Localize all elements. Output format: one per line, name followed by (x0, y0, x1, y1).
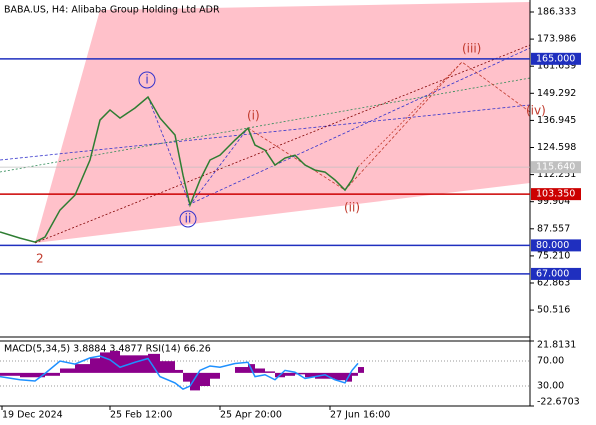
y-tick-label: 161.639 (537, 61, 576, 72)
channel-shade (35, 2, 530, 243)
y-tick-label: 99.904 (537, 196, 570, 207)
wave-projection (247, 61, 530, 191)
wave-circle (138, 71, 156, 89)
macd-bar (45, 372, 60, 376)
y-tick-label: 112.251 (537, 169, 576, 180)
macd-bar (285, 372, 295, 376)
level-box (531, 267, 581, 280)
y-tick-label: 62.863 (537, 277, 570, 288)
trend-line (0, 77, 530, 173)
y-tick-label: 87.557 (537, 223, 570, 234)
rsi-tick-label: 70.00 (537, 356, 564, 367)
trend-line (0, 104, 530, 161)
rsi-tick-label: 30.00 (537, 381, 564, 392)
chart-title: BABA.US, H4: Alibaba Group Holding Ltd A… (4, 5, 220, 16)
y-tick-label: 149.292 (537, 88, 576, 99)
level-label: 67.000 (536, 268, 569, 279)
macd-bar (335, 372, 345, 381)
y-tick-label: 186.333 (537, 6, 576, 17)
macd-bar (352, 372, 358, 376)
drawings (0, 2, 530, 244)
price-box (531, 161, 581, 174)
macd-bar (265, 371, 275, 373)
macd-bar (295, 372, 305, 375)
macd-bar (0, 372, 20, 376)
macd-bar (135, 355, 148, 373)
macd-bar (255, 368, 265, 373)
macd-tick-label: 21.8131 (537, 340, 576, 351)
macd-bar (148, 353, 160, 373)
wave-label: (i) (247, 109, 260, 123)
trend-line (187, 47, 530, 206)
macd-bar (358, 367, 364, 373)
macd-bar (210, 372, 220, 379)
level-box (531, 239, 581, 252)
x-tick-label: 19 Dec 2024 (2, 410, 63, 421)
macd-bar (235, 367, 248, 373)
x-tick-label: 27 Jun 16:00 (330, 410, 390, 421)
macd-bar (160, 361, 175, 373)
wave-label: ii (185, 212, 192, 226)
macd-bar (20, 372, 35, 378)
macd-bar (190, 372, 200, 391)
macd-bar (90, 358, 100, 373)
macd-bar (175, 369, 183, 373)
y-tick-label: 50.516 (537, 305, 570, 316)
level-box (531, 188, 581, 201)
y-tick-label: 136.945 (537, 115, 576, 126)
macd-bar (183, 372, 190, 382)
macd-bar (35, 372, 45, 378)
x-tick-label: 25 Feb 12:00 (110, 410, 172, 421)
price-label: 115.640 (536, 162, 575, 173)
rsi-line (0, 355, 359, 390)
wave-projection (357, 61, 463, 168)
wave-label: (iv) (526, 104, 546, 118)
macd-bar (100, 352, 110, 373)
y-tick-label: 173.986 (537, 34, 576, 45)
wave-label: 2 (36, 252, 44, 266)
indicator-label: MACD(5,34,5) 3.8884 3.4877 RSI(14) 66.26 (4, 344, 211, 355)
y-tick-label: 75.210 (537, 250, 570, 261)
wave-label: i (145, 73, 148, 87)
macd-bar (75, 364, 90, 373)
level-label: 80.000 (536, 240, 569, 251)
wave-label: (iii) (462, 42, 481, 56)
macd-bar (110, 350, 120, 373)
level-box (531, 52, 581, 65)
price-line-series (0, 95, 359, 243)
level-label: 103.350 (536, 189, 575, 200)
wave-label: (ii) (344, 201, 360, 215)
x-tick-label: 25 Apr 20:00 (220, 410, 282, 421)
macd-bar (305, 372, 315, 378)
macd-bar (200, 372, 210, 387)
macd-bar (325, 372, 335, 379)
macd-tick-label: -22.6703 (537, 397, 580, 408)
y-tick-label: 124.598 (537, 142, 576, 153)
macd-bar (60, 368, 75, 373)
level-label: 165.000 (536, 53, 575, 64)
wave-circle (179, 210, 197, 228)
